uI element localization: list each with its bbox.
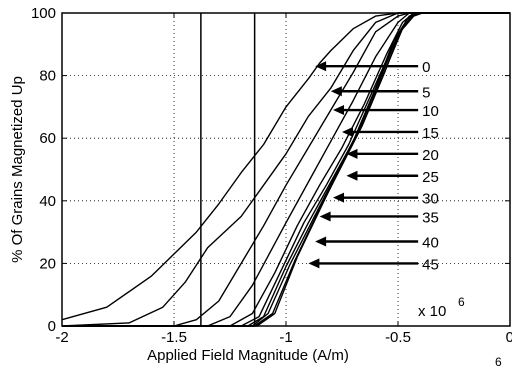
- x-tick-label: -1.5: [161, 329, 187, 346]
- annotation-label: 15: [422, 125, 439, 142]
- series-line-20: [62, 12, 510, 327]
- annotation-label: 45: [422, 256, 439, 273]
- x-scale-base: x 10: [418, 303, 446, 320]
- x-tick-label: -2: [55, 329, 68, 346]
- series-line-15: [62, 12, 510, 327]
- x-tick-label: -1: [279, 329, 292, 346]
- y-tick-label: 40: [39, 193, 56, 210]
- annotation-arrowhead: [319, 211, 331, 222]
- x-scale-multiplier: x 10 6: [418, 295, 465, 320]
- y-tick-labels: 0 20 40 60 80 100: [31, 5, 56, 335]
- y-tick-label: 80: [39, 68, 56, 85]
- vertical-reference-lines: [200, 13, 256, 326]
- annotation-label: 30: [422, 191, 439, 208]
- x-tick-label: -0.5: [385, 329, 411, 346]
- series-line-0: [61, 12, 510, 321]
- annotation-label: 25: [422, 169, 439, 186]
- annotation-arrowhead: [333, 192, 345, 203]
- annotation-label: 40: [422, 234, 439, 251]
- annotation-arrowhead: [333, 105, 345, 116]
- series-line-5: [61, 12, 510, 327]
- annotation-arrowhead: [315, 236, 327, 247]
- annotation-label: 5: [422, 84, 430, 101]
- annotation-arrowhead: [342, 126, 353, 137]
- annotation-arrowhead: [315, 61, 327, 72]
- y-tick-label: 100: [31, 5, 56, 22]
- x-scale-exponent: 6: [458, 295, 465, 309]
- y-tick-label: 60: [39, 130, 56, 147]
- annotation-label: 20: [422, 147, 439, 164]
- series-line-10: [62, 12, 510, 327]
- annotation-label: 10: [422, 103, 439, 120]
- y-axis-title: % Of Grains Magnetized Up: [9, 76, 26, 263]
- grid: [62, 13, 510, 326]
- annotation-arrowhead: [308, 258, 320, 269]
- axis-corner-exponent: 6: [495, 355, 502, 369]
- y-tick-label: 0: [48, 318, 56, 335]
- annotation-arrowhead: [330, 86, 342, 97]
- annotation-arrowhead: [346, 170, 358, 181]
- x-tick-label: 0: [506, 329, 512, 346]
- x-tick-labels: -2 -1.5 -1 -0.5 0: [55, 329, 512, 346]
- axis-ticks: [61, 12, 511, 327]
- series-line-40: [62, 12, 510, 327]
- annotation-label: 35: [422, 209, 439, 226]
- x-axis-title: Applied Field Magnitude (A/m): [147, 347, 349, 364]
- annotation-arrowhead: [346, 148, 358, 159]
- y-tick-label: 20: [39, 255, 56, 272]
- annotation-label: 0: [422, 59, 430, 76]
